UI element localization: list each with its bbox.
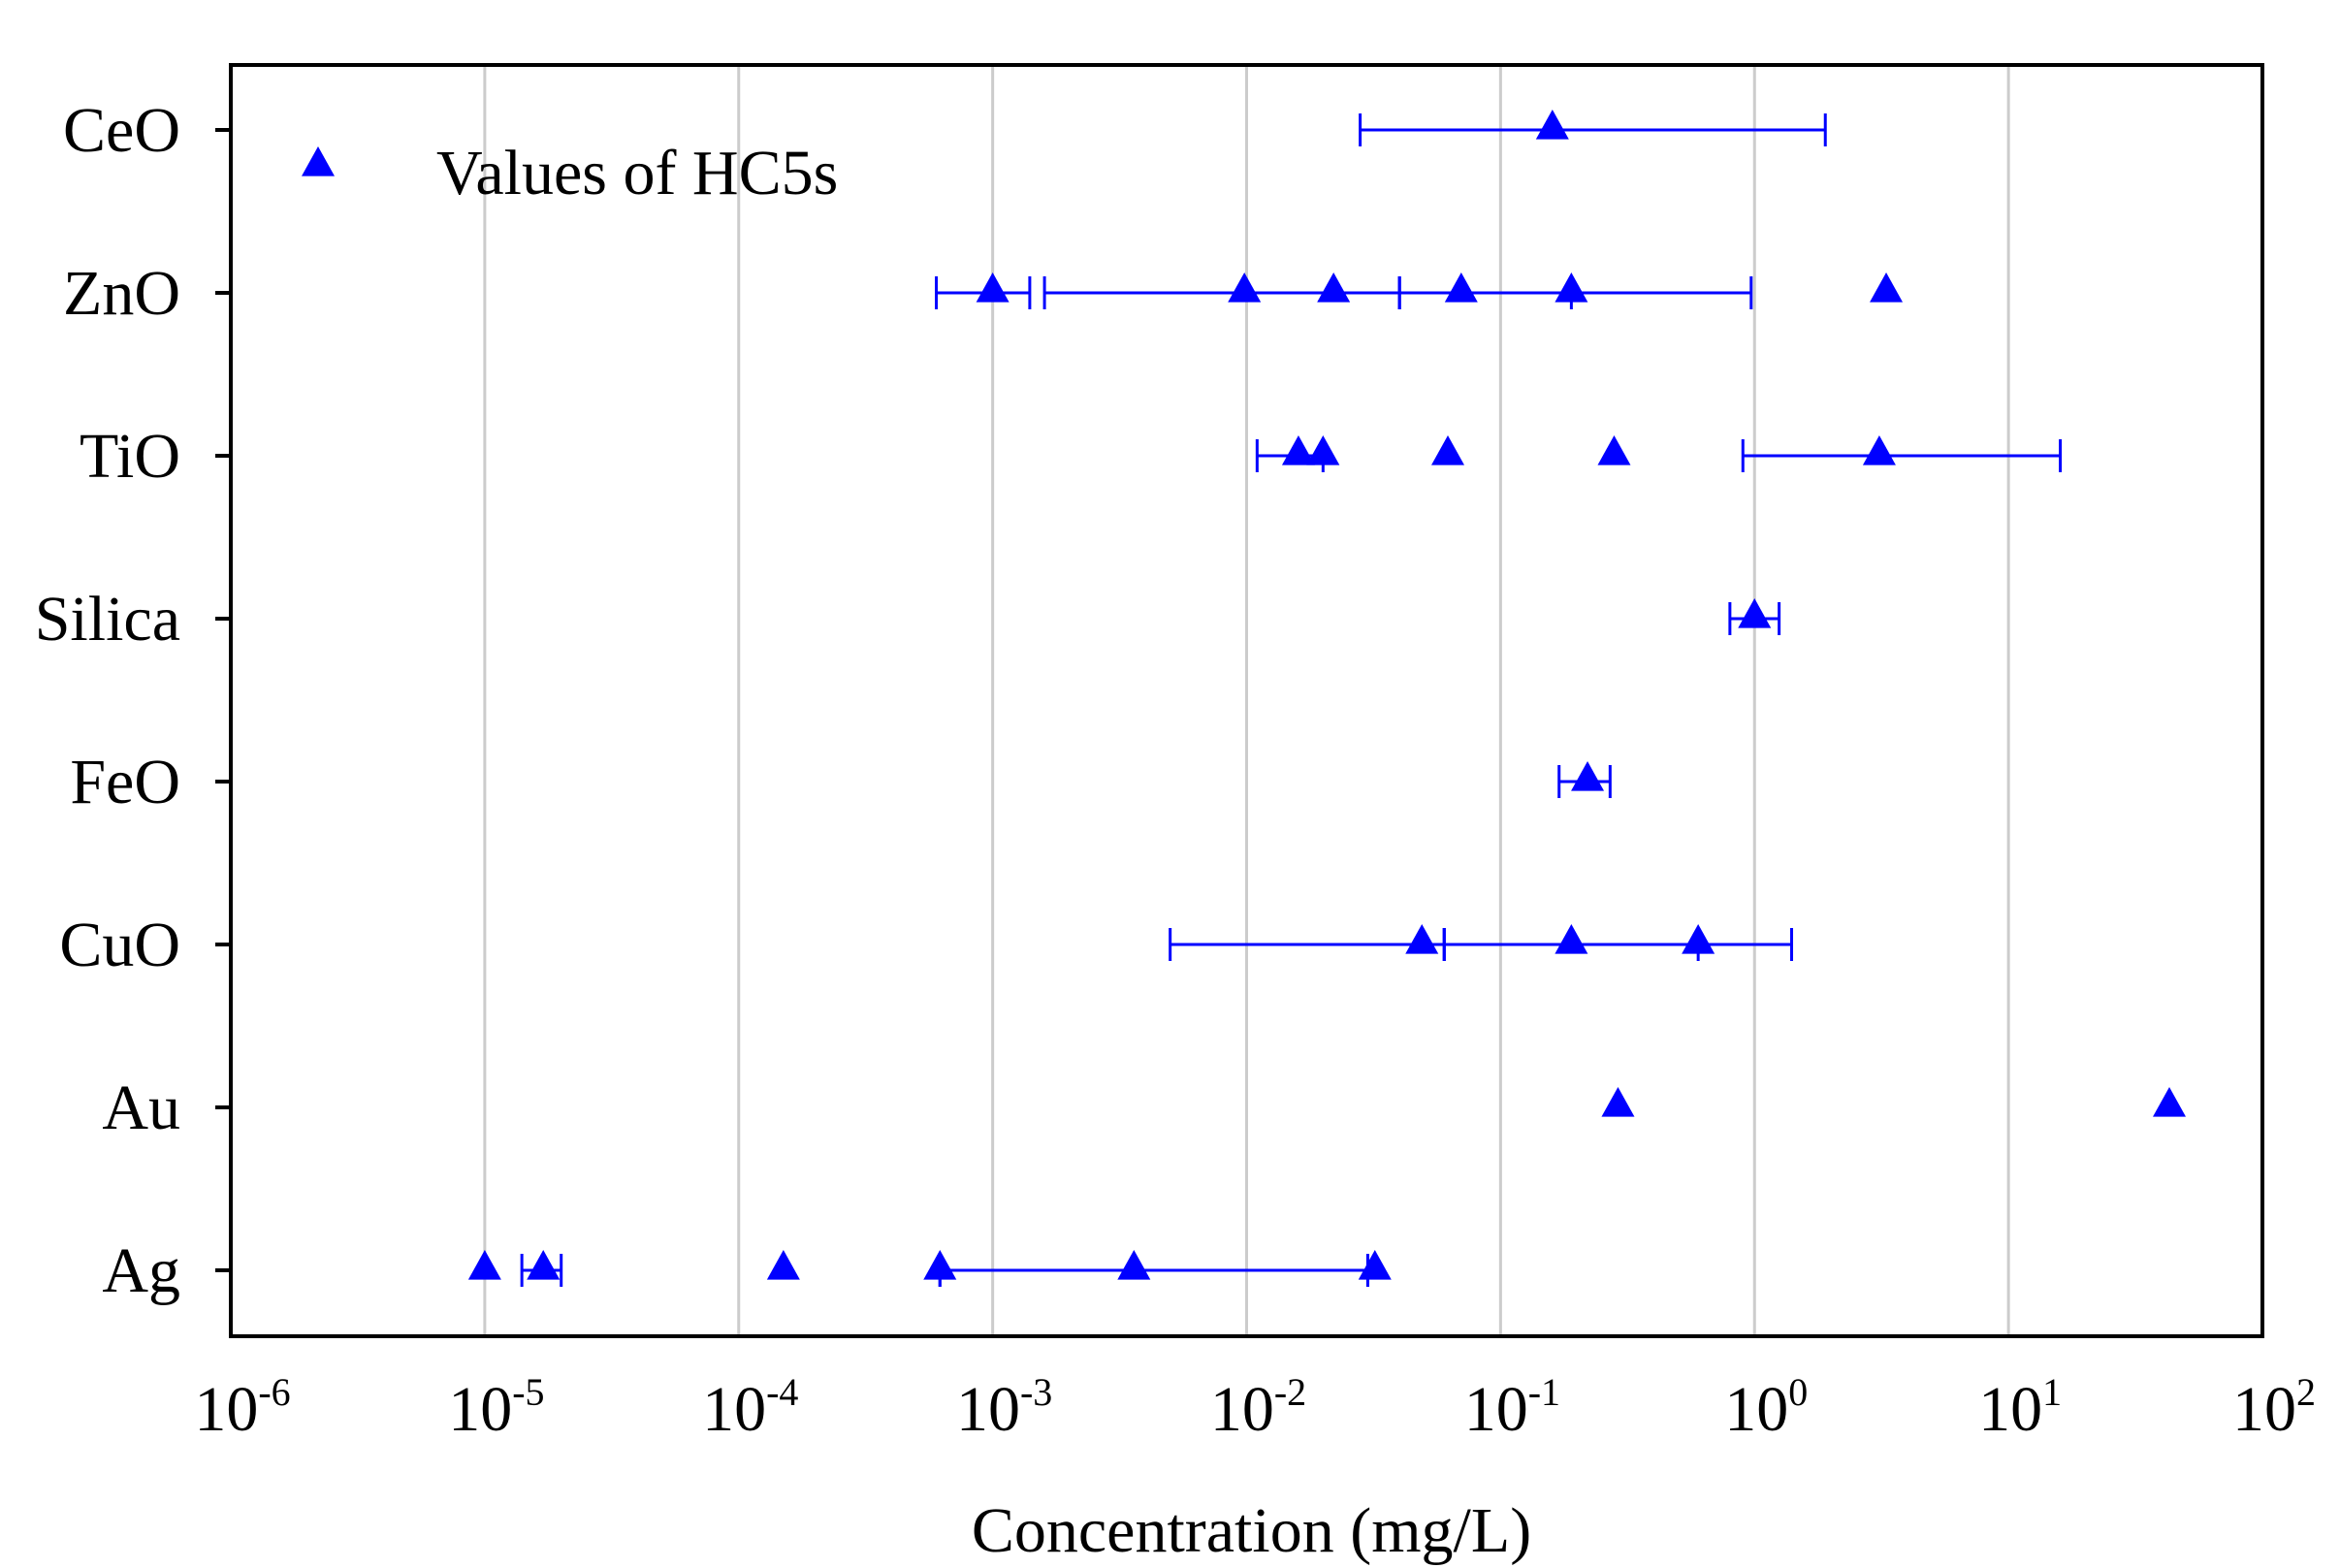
x-tick-label: 10-4 (702, 1370, 798, 1445)
data-point-triangle (527, 1250, 561, 1280)
y-category-label: Au (102, 1072, 180, 1143)
error-bars (520, 113, 2063, 1287)
y-category-label: ZnO (63, 258, 180, 329)
x-tick-label: 10-5 (448, 1370, 544, 1445)
data-point-triangle (1431, 435, 1465, 465)
y-category-label: TiO (80, 421, 180, 492)
y-axis-ticks (215, 128, 231, 1272)
y-category-label: Ag (102, 1235, 180, 1306)
data-point-triangle (1555, 924, 1588, 954)
x-tick-label: 10-2 (1210, 1370, 1306, 1445)
data-markers (467, 110, 2187, 1280)
x-axis-title: Concentration (mg/L) (972, 1495, 1531, 1566)
x-tick-label: 10-3 (956, 1370, 1052, 1445)
data-point-triangle (1555, 272, 1588, 303)
data-point-triangle (766, 1250, 800, 1280)
legend-label: Values of HC5s (436, 138, 838, 208)
x-tick-label: 10-1 (1464, 1370, 1560, 1445)
data-point-triangle (1682, 924, 1715, 954)
gridlines (483, 65, 2010, 1336)
data-point-triangle (976, 272, 1010, 303)
y-category-label: FeO (70, 747, 180, 817)
y-axis-category-labels: CeO ZnO TiO Silica FeO CuO Au Ag (35, 95, 180, 1306)
y-category-label: CeO (63, 95, 180, 166)
data-point-triangle (1228, 272, 1262, 303)
x-tick-label: 100 (1724, 1370, 1808, 1445)
data-point-triangle (1597, 435, 1631, 465)
data-point-triangle (1535, 110, 1569, 140)
legend: Values of HC5s (302, 138, 838, 208)
plot-frame (229, 63, 2264, 1338)
data-point-triangle (467, 1250, 501, 1280)
data-point-triangle (1117, 1250, 1151, 1280)
data-point-triangle (1306, 435, 1340, 465)
data-point-triangle (1281, 435, 1315, 465)
data-point-triangle (1738, 598, 1772, 628)
x-tick-label: 10-6 (194, 1370, 290, 1445)
x-tick-label: 101 (1978, 1370, 2062, 1445)
data-point-triangle (1601, 1087, 1635, 1117)
data-point-triangle (1870, 272, 1904, 303)
data-point-triangle (1862, 435, 1896, 465)
data-point-triangle (1444, 272, 1478, 303)
data-point-triangle (1358, 1250, 1392, 1280)
y-category-label: CuO (59, 910, 180, 980)
x-tick-label: 102 (2232, 1370, 2316, 1445)
data-point-triangle (1405, 924, 1439, 954)
legend-triangle-icon (302, 146, 335, 176)
data-point-triangle (1317, 272, 1351, 303)
data-point-triangle (1571, 761, 1605, 791)
y-category-label: Silica (35, 584, 180, 655)
data-point-triangle (2153, 1087, 2187, 1117)
x-axis-tick-labels: 10-6 10-5 10-4 10-3 10-2 10-1 100 101 102 (194, 1370, 2316, 1445)
data-point-triangle (923, 1250, 957, 1280)
